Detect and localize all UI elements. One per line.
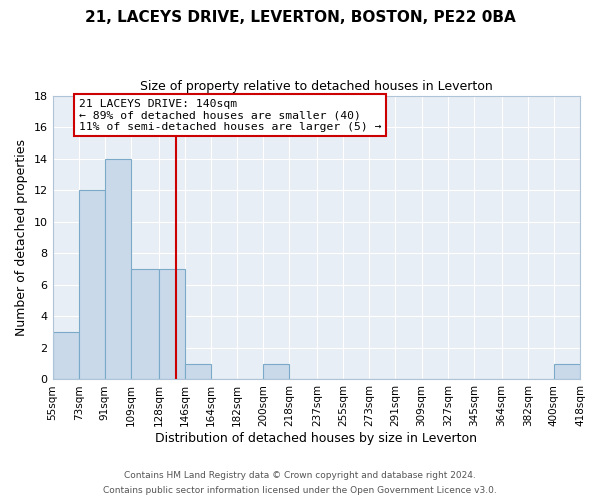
- Text: Contains HM Land Registry data © Crown copyright and database right 2024.: Contains HM Land Registry data © Crown c…: [124, 471, 476, 480]
- Bar: [131, 269, 158, 380]
- Bar: [554, 364, 580, 380]
- Y-axis label: Number of detached properties: Number of detached properties: [15, 139, 28, 336]
- Bar: [53, 332, 79, 380]
- Text: Contains public sector information licensed under the Open Government Licence v3: Contains public sector information licen…: [103, 486, 497, 495]
- Bar: [105, 158, 131, 380]
- Bar: [263, 364, 289, 380]
- Bar: [79, 190, 105, 380]
- Text: 21, LACEYS DRIVE, LEVERTON, BOSTON, PE22 0BA: 21, LACEYS DRIVE, LEVERTON, BOSTON, PE22…: [85, 10, 515, 25]
- Title: Size of property relative to detached houses in Leverton: Size of property relative to detached ho…: [140, 80, 493, 93]
- Bar: [185, 364, 211, 380]
- X-axis label: Distribution of detached houses by size in Leverton: Distribution of detached houses by size …: [155, 432, 477, 445]
- Text: 21 LACEYS DRIVE: 140sqm
← 89% of detached houses are smaller (40)
11% of semi-de: 21 LACEYS DRIVE: 140sqm ← 89% of detache…: [79, 98, 381, 132]
- Bar: [158, 269, 185, 380]
